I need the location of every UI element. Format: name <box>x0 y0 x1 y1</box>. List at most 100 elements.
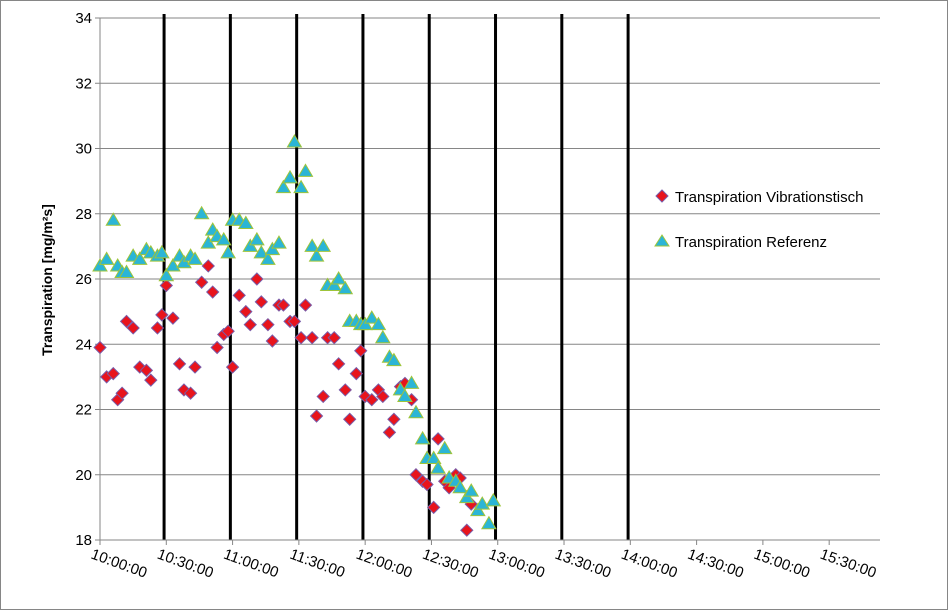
y-tick-label: 28 <box>75 206 92 223</box>
reference-point <box>297 163 314 177</box>
reference-point <box>118 264 135 278</box>
reference-point <box>485 492 502 507</box>
vibration-point <box>426 500 441 515</box>
legend-marker-vibration <box>655 189 669 203</box>
vibration-point <box>239 304 253 319</box>
vibration-point <box>294 331 308 345</box>
vibration-point <box>119 314 134 329</box>
vibration-point <box>188 360 202 374</box>
vibration-point <box>205 285 220 299</box>
vibration-point <box>93 340 107 355</box>
reference-point <box>315 238 332 252</box>
vibration-point <box>159 278 173 293</box>
vibration-point <box>232 288 246 303</box>
reference-point <box>264 241 281 256</box>
reference-point <box>458 489 475 504</box>
vibration-point <box>194 275 209 289</box>
vibration-point <box>354 344 368 358</box>
y-tick-label: 32 <box>75 75 92 92</box>
reference-point <box>308 248 325 262</box>
vibration-point <box>287 314 302 329</box>
reference-point <box>463 483 480 497</box>
reference-point <box>363 310 380 324</box>
vibration-point <box>166 311 180 325</box>
reference-point <box>408 404 424 419</box>
vibration-point <box>342 412 357 426</box>
reference-point <box>414 430 431 445</box>
reference-point <box>282 169 298 184</box>
reference-point <box>187 251 203 265</box>
reference-point <box>386 352 402 367</box>
reference-point <box>260 251 276 265</box>
reference-point <box>326 277 343 292</box>
vibration-point <box>316 389 330 404</box>
reference-point <box>242 238 259 252</box>
vibration-point <box>115 386 129 400</box>
vibration-point <box>331 357 346 371</box>
legend-label-reference: Transpiration Referenz <box>675 234 827 251</box>
vibration-point <box>309 409 324 423</box>
vibration-point <box>365 393 379 407</box>
reference-point <box>271 235 287 249</box>
vibration-point <box>155 308 169 322</box>
vertical-marker-lines <box>162 14 630 540</box>
vibration-point <box>221 324 235 338</box>
reference-point <box>200 235 217 249</box>
vibration-point <box>460 523 474 537</box>
vibration-point <box>387 412 401 426</box>
reference-point <box>275 179 292 194</box>
reference-point <box>330 271 347 285</box>
vibration-point <box>327 331 341 345</box>
y-tick-label: 34 <box>75 10 92 27</box>
vibration-point <box>276 298 291 312</box>
vibration-point <box>183 386 198 400</box>
data-points <box>92 133 502 537</box>
vibration-point <box>126 321 140 335</box>
vibration-point <box>409 468 423 482</box>
y-tick-label: 30 <box>75 141 92 158</box>
vibration-point <box>201 259 215 273</box>
reference-point <box>304 238 320 252</box>
y-tick-label: 24 <box>75 336 92 353</box>
vibration-point <box>144 373 158 387</box>
reference-point <box>220 244 237 259</box>
reference-point <box>397 388 413 402</box>
reference-point <box>92 257 108 272</box>
y-tick-label: 26 <box>75 271 92 288</box>
reference-point <box>286 133 303 148</box>
vibration-point <box>349 366 364 381</box>
reference-point <box>98 251 115 265</box>
reference-point <box>337 280 354 295</box>
reference-point <box>370 316 387 331</box>
vibration-point <box>139 363 154 378</box>
reference-point <box>158 267 175 282</box>
vibration-point <box>382 425 397 440</box>
reference-point <box>374 329 391 344</box>
reference-point <box>357 316 374 331</box>
y-tick-label: 18 <box>75 532 92 549</box>
reference-point <box>131 251 148 265</box>
vibration-point <box>420 477 434 492</box>
vibration-point <box>172 357 187 371</box>
vibration-point <box>265 334 280 348</box>
vibration-point <box>106 366 120 381</box>
y-tick-label: 20 <box>75 467 92 484</box>
reference-point <box>452 479 469 494</box>
reference-point <box>153 244 170 259</box>
vibration-point <box>150 321 165 335</box>
y-tick-label: 22 <box>75 402 92 419</box>
vibration-point <box>431 432 445 446</box>
reference-point <box>425 450 442 464</box>
reference-point <box>430 460 446 474</box>
vibration-point <box>254 295 269 309</box>
vibration-point <box>376 389 390 404</box>
legend-marker-reference <box>654 234 670 247</box>
vibration-point <box>298 298 313 312</box>
reference-point <box>249 231 265 246</box>
reference-point <box>469 502 486 517</box>
reference-point <box>237 215 254 230</box>
reference-point <box>403 375 420 389</box>
reference-point <box>193 205 210 220</box>
